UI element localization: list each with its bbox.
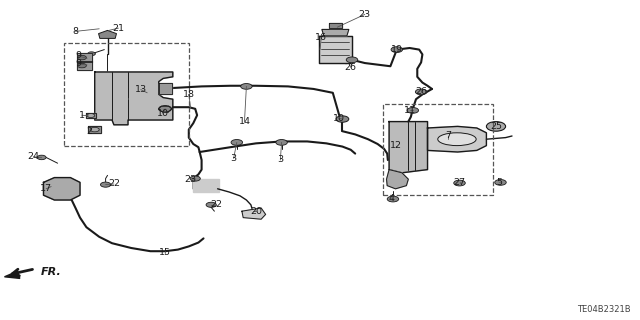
Polygon shape [319,36,352,63]
Text: 13: 13 [135,85,147,94]
Circle shape [77,55,86,60]
Circle shape [90,127,99,132]
Circle shape [206,202,216,207]
Circle shape [407,108,419,113]
Circle shape [454,180,465,186]
Bar [383,104,493,195]
Text: TE04B2321B: TE04B2321B [577,305,630,314]
Bar [64,43,189,146]
Text: 9: 9 [75,52,81,60]
Polygon shape [77,53,92,62]
Text: 27: 27 [454,178,465,187]
Text: 14: 14 [239,117,250,126]
Polygon shape [159,83,172,94]
Circle shape [77,63,86,68]
Polygon shape [322,29,349,36]
Circle shape [159,106,172,112]
Polygon shape [329,23,342,28]
Text: 11: 11 [404,106,415,115]
Text: 4: 4 [388,194,395,203]
Text: 17: 17 [40,184,52,193]
Text: 9: 9 [75,60,81,68]
Circle shape [87,114,95,117]
Circle shape [387,196,399,202]
Polygon shape [428,126,486,152]
Text: 18: 18 [183,90,195,99]
Circle shape [100,182,111,187]
Polygon shape [242,208,266,219]
Circle shape [336,116,349,122]
Text: 22: 22 [108,180,120,188]
Text: 8: 8 [72,27,79,36]
Polygon shape [99,30,116,38]
Circle shape [486,122,506,131]
Text: 2: 2 [86,127,93,136]
Circle shape [415,89,427,95]
Circle shape [276,140,287,145]
Text: 1: 1 [79,111,85,120]
Circle shape [37,155,46,160]
Text: 25: 25 [490,122,502,131]
Text: 3: 3 [230,154,237,163]
Polygon shape [389,122,428,173]
Circle shape [241,84,252,89]
Polygon shape [88,126,101,133]
Text: 26: 26 [345,63,356,72]
Text: 19: 19 [391,45,403,54]
Polygon shape [86,113,96,118]
Text: 21: 21 [113,24,124,33]
Circle shape [495,180,506,185]
Text: 5: 5 [496,178,502,187]
Text: FR.: FR. [40,267,61,277]
Text: 24: 24 [28,152,39,161]
Text: 26: 26 [415,87,427,96]
Polygon shape [193,179,219,192]
Text: 10: 10 [157,109,169,118]
Polygon shape [95,72,173,125]
Text: 10: 10 [333,114,345,123]
Polygon shape [77,61,92,70]
Text: 23: 23 [359,10,371,19]
Ellipse shape [438,133,476,146]
Text: 22: 22 [211,200,222,209]
Text: 3: 3 [277,156,284,164]
Text: 20: 20 [250,207,262,216]
Polygon shape [44,178,80,200]
Circle shape [346,57,358,63]
Text: 15: 15 [159,248,171,257]
Circle shape [190,176,200,181]
Polygon shape [387,170,408,189]
Text: 12: 12 [390,141,401,150]
Circle shape [88,52,95,56]
Circle shape [391,47,403,52]
Text: 23: 23 [185,175,196,184]
Circle shape [231,140,243,145]
Text: 16: 16 [316,33,327,42]
Text: 7: 7 [445,132,451,140]
Polygon shape [4,271,20,278]
